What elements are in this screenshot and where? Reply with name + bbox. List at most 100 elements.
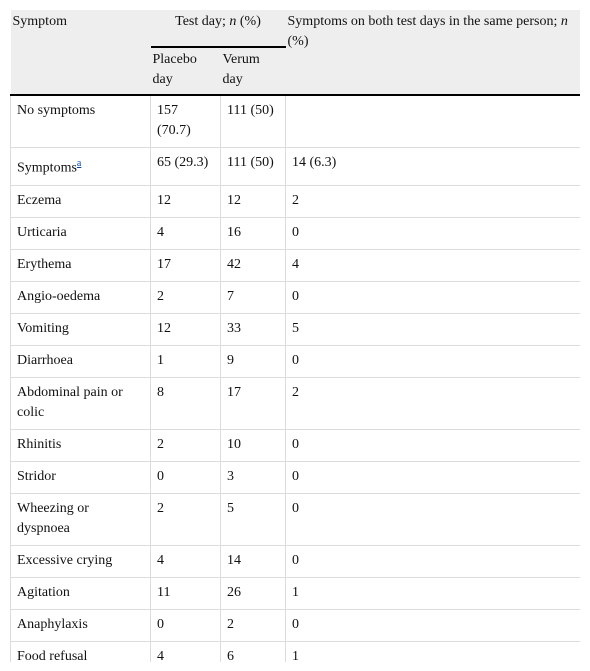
table-cell: 4 bbox=[285, 248, 580, 282]
table-cell: Agitation bbox=[10, 576, 151, 610]
cell-text: 2 bbox=[292, 192, 300, 208]
table-row: Urticaria 4 16 0 bbox=[10, 216, 580, 250]
table-cell: 12 bbox=[219, 184, 287, 218]
cell-text: Symptoms bbox=[17, 160, 77, 176]
table-cell: 1 bbox=[285, 640, 580, 662]
cell-text: 26 bbox=[227, 584, 241, 600]
table-cell: 0 bbox=[150, 460, 221, 494]
cell-text: 2 bbox=[157, 436, 164, 452]
table-cell: 3 bbox=[219, 460, 287, 494]
cell-text: Rhinitis bbox=[17, 436, 62, 452]
cell-text: Stridor bbox=[17, 468, 56, 484]
table-header: Symptom Test day; n (%) Symptoms on both… bbox=[10, 10, 580, 96]
cell-text: 4 bbox=[157, 552, 164, 568]
header-text: Symptom bbox=[12, 14, 67, 29]
table-cell: Wheezing or dyspnoea bbox=[10, 492, 151, 546]
cell-text: 1 bbox=[292, 584, 300, 600]
table-cell: 8 bbox=[150, 376, 221, 430]
table-cell: Angio-oedema bbox=[10, 280, 151, 314]
table-cell: 17 bbox=[219, 376, 287, 430]
table-cell: Symptomsa bbox=[10, 147, 151, 186]
table-row: Wheezing or dyspnoea 2 5 0 bbox=[10, 492, 580, 546]
table-cell: Abdominal pain or colic bbox=[10, 376, 151, 430]
header-text: (%) bbox=[236, 14, 261, 29]
cell-text: Diarrhoea bbox=[17, 352, 73, 368]
table-cell: 0 bbox=[285, 608, 580, 642]
table-row: Anaphylaxis 0 2 0 bbox=[10, 608, 580, 642]
table-cell: 4 bbox=[150, 544, 221, 578]
cell-text: Angio-oedema bbox=[17, 288, 101, 304]
header-cell: Placebo day bbox=[150, 48, 221, 96]
table-cell: No symptoms bbox=[10, 94, 151, 148]
table-cell: 2 bbox=[150, 428, 221, 462]
cell-text: 0 bbox=[292, 552, 300, 568]
table-cell: 0 bbox=[285, 428, 580, 462]
header-cell: Symptom bbox=[10, 10, 151, 95]
table-cell: Eczema bbox=[10, 184, 151, 218]
table-cell: 2 bbox=[285, 376, 580, 430]
cell-text: Agitation bbox=[17, 584, 70, 600]
cell-text: 0 bbox=[157, 616, 164, 632]
table-cell: 14 (6.3) bbox=[285, 147, 580, 186]
table-row: Abdominal pain or colic 8 17 2 bbox=[10, 376, 580, 430]
symptom-table: Symptom Test day; n (%) Symptoms on both… bbox=[10, 10, 580, 662]
table-cell: 14 bbox=[219, 544, 287, 578]
cell-text: 1 bbox=[157, 352, 164, 368]
cell-text: Urticaria bbox=[17, 224, 67, 240]
table-row: Erythema 17 42 4 bbox=[10, 248, 580, 282]
table-cell: 12 bbox=[150, 312, 221, 346]
cell-text: Wheezing or dyspnoea bbox=[17, 500, 89, 536]
table-cell: Food refusal bbox=[10, 640, 151, 662]
cell-text: Anaphylaxis bbox=[17, 616, 88, 632]
cell-text: 0 bbox=[157, 468, 164, 484]
table-cell: 26 bbox=[219, 576, 287, 610]
cell-text: 8 bbox=[157, 384, 164, 400]
table-cell: 33 bbox=[219, 312, 287, 346]
header-group: Test day; n (%) bbox=[150, 12, 286, 48]
header-cell: Symptoms on both test days in the same p… bbox=[285, 10, 580, 95]
header-text: n bbox=[229, 14, 237, 29]
cell-text: 12 bbox=[227, 192, 241, 208]
table-container: Symptom Test day; n (%) Symptoms on both… bbox=[10, 10, 580, 662]
cell-text: Excessive crying bbox=[17, 552, 113, 568]
table-cell: 4 bbox=[150, 640, 221, 662]
table-cell: 0 bbox=[285, 544, 580, 578]
cell-text: 0 bbox=[292, 224, 300, 240]
header-row: Symptom Test day; n (%) Symptoms on both… bbox=[10, 10, 580, 95]
table-cell: 157 (70.7) bbox=[150, 94, 221, 148]
cell-text: Food refusal bbox=[17, 648, 88, 662]
cell-text: Vomiting bbox=[17, 320, 69, 336]
cell-text: 10 bbox=[227, 436, 241, 452]
table-cell bbox=[285, 94, 580, 148]
table-cell: 6 bbox=[219, 640, 287, 662]
cell-text: 12 bbox=[157, 320, 171, 336]
table-cell: Stridor bbox=[10, 460, 151, 494]
cell-text: 12 bbox=[157, 192, 171, 208]
table-cell: Anaphylaxis bbox=[10, 608, 151, 642]
table-cell: 0 bbox=[285, 280, 580, 314]
footnote-marker: a bbox=[77, 156, 81, 169]
table-cell: 111 (50) bbox=[219, 147, 287, 186]
cell-text: 33 bbox=[227, 320, 241, 336]
table-row: Food refusal 4 6 1 bbox=[10, 640, 580, 662]
cell-text: 5 bbox=[292, 320, 300, 336]
table-row: Diarrhoea 1 9 0 bbox=[10, 344, 580, 378]
table-row: Angio-oedema 2 7 0 bbox=[10, 280, 580, 314]
table-cell: 2 bbox=[150, 280, 221, 314]
header-text: Verum day bbox=[222, 52, 260, 87]
table-cell: 17 bbox=[150, 248, 221, 282]
table-row: No symptoms 157 (70.7) 111 (50) bbox=[10, 94, 580, 148]
table-cell: 2 bbox=[219, 608, 287, 642]
table-cell: 42 bbox=[219, 248, 287, 282]
cell-text: 14 (6.3) bbox=[292, 155, 337, 170]
table-row: Vomiting 12 33 5 bbox=[10, 312, 580, 346]
cell-text: 157 (70.7) bbox=[157, 103, 191, 138]
footnote-link[interactable]: a bbox=[76, 158, 82, 169]
table-cell: 7 bbox=[219, 280, 287, 314]
cell-text: 111 (50) bbox=[227, 155, 274, 170]
table-row: Eczema 12 12 2 bbox=[10, 184, 580, 218]
cell-text: 16 bbox=[227, 224, 241, 240]
cell-text: No symptoms bbox=[17, 103, 96, 118]
header-cell: Verum day bbox=[220, 48, 286, 96]
